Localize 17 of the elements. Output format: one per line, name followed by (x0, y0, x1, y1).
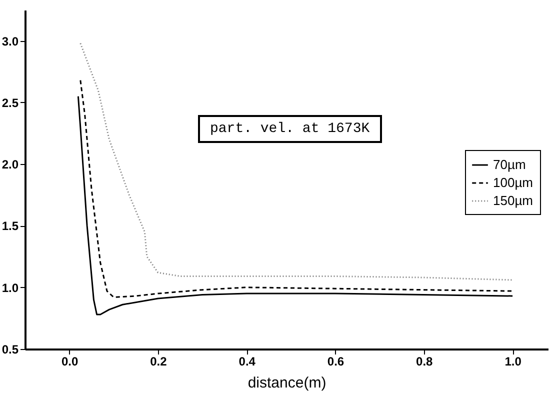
y-tick-label: 3.0 (2, 34, 19, 48)
x-tick-label: 1.0 (504, 354, 522, 368)
y-tick-label: 2.0 (2, 158, 19, 172)
x-tick-label: 0.2 (150, 354, 168, 368)
x-tick-label: 0.6 (327, 354, 344, 368)
y-tick-label: 2.5 (2, 96, 19, 110)
x-axis-title: distance(m) (248, 374, 326, 392)
legend-label: 100µm (493, 175, 534, 190)
y-tick-label: 0.5 (2, 342, 19, 356)
y-tick-label: 1.5 (2, 219, 19, 234)
x-tick-label: 0.4 (238, 354, 256, 368)
x-tick-label: 0.8 (416, 354, 434, 368)
note-box: part. vel. at 1673K (198, 115, 382, 143)
y-tick-label: 1.0 (2, 280, 19, 295)
legend-label: 150µm (493, 193, 534, 208)
x-tick-label: 0.0 (61, 354, 78, 368)
legend-label: 70µm (493, 157, 526, 172)
